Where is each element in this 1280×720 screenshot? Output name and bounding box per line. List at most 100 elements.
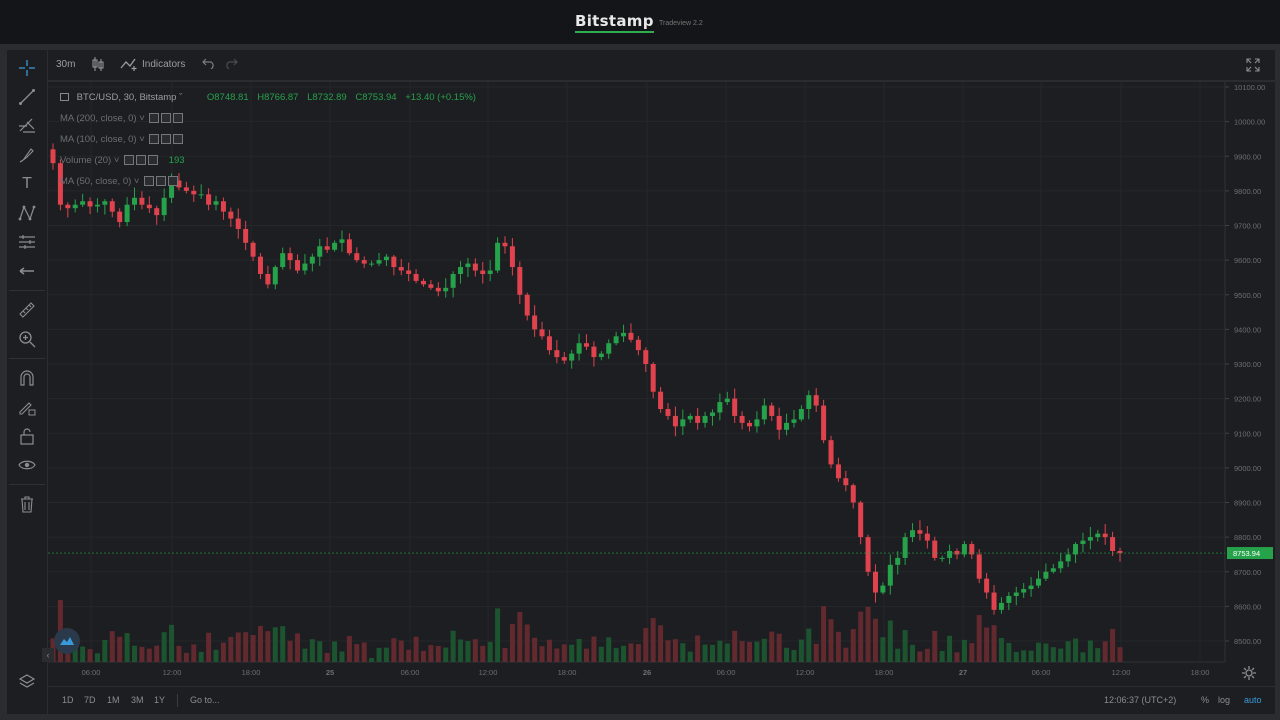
layers-icon[interactable] bbox=[17, 672, 37, 692]
settings-icon[interactable] bbox=[144, 176, 155, 187]
volume-bar bbox=[1006, 642, 1012, 662]
trendline-icon[interactable] bbox=[17, 87, 37, 107]
version-label: Tradeview 2.2 bbox=[659, 20, 703, 27]
candle-body bbox=[1095, 533, 1101, 538]
settings-icon[interactable] bbox=[149, 113, 160, 124]
pattern-icon[interactable] bbox=[17, 203, 37, 223]
hide-icon[interactable] bbox=[161, 113, 172, 124]
brush-icon[interactable] bbox=[17, 145, 37, 165]
zoom-in-icon[interactable] bbox=[17, 329, 37, 349]
chart-toggle-icon[interactable] bbox=[60, 93, 69, 102]
percent-toggle[interactable]: % bbox=[1201, 695, 1210, 705]
hide-icon[interactable] bbox=[156, 176, 167, 187]
range-1d[interactable]: 1D bbox=[62, 695, 74, 705]
candle-body bbox=[339, 239, 345, 243]
magnet-icon[interactable] bbox=[17, 368, 37, 388]
interval-button[interactable]: 30m bbox=[56, 59, 76, 70]
hide-icon[interactable] bbox=[161, 134, 172, 145]
candle-body bbox=[747, 422, 753, 427]
price-chart[interactable]: 10100.00 10000.00 9900.00 9800.00 9700.00 960… bbox=[48, 82, 1275, 686]
candle-body bbox=[391, 256, 397, 268]
redo-icon[interactable] bbox=[224, 57, 238, 72]
chart-area[interactable]: 10100.00 10000.00 9900.00 9800.00 9700.00 960… bbox=[42, 82, 1275, 686]
range-1m[interactable]: 1M bbox=[107, 695, 120, 705]
y-tick-label: 9600.00 bbox=[1234, 256, 1261, 265]
volume-bar bbox=[754, 641, 760, 662]
candle-body bbox=[87, 201, 93, 207]
auto-toggle[interactable]: auto bbox=[1244, 695, 1262, 705]
chart-settings-icon[interactable] bbox=[1242, 666, 1256, 685]
volume-bar bbox=[732, 630, 738, 662]
study-legend-ma200[interactable]: MA (200, close, 0) ˅ bbox=[60, 113, 184, 124]
candle-body bbox=[798, 409, 804, 420]
indicators-icon[interactable] bbox=[120, 57, 140, 74]
ruler-icon[interactable] bbox=[17, 300, 37, 320]
unlock-icon[interactable] bbox=[17, 426, 37, 446]
volume-bar bbox=[658, 625, 664, 662]
candle-body bbox=[821, 405, 827, 441]
hide-icon[interactable] bbox=[136, 155, 147, 166]
volume-bar bbox=[813, 643, 819, 662]
volume-bar bbox=[1065, 641, 1071, 662]
indicators-button[interactable]: Indicators bbox=[142, 59, 186, 70]
candle-body bbox=[1013, 592, 1019, 596]
volume-bar bbox=[954, 652, 960, 662]
volume-bar bbox=[487, 641, 493, 662]
x-tick-label: 06:00 bbox=[1032, 668, 1051, 677]
tradingview-logo-icon[interactable] bbox=[54, 628, 80, 654]
study-legend-ma100[interactable]: MA (100, close, 0) ˅ bbox=[60, 134, 184, 145]
last-price-label: 8753.94 bbox=[1233, 549, 1260, 558]
candle-body bbox=[932, 540, 938, 558]
candle-body bbox=[754, 419, 760, 427]
study-legend-volume[interactable]: Volume (20) ˅ 193 bbox=[60, 155, 185, 166]
close-icon[interactable] bbox=[173, 134, 184, 145]
trash-icon[interactable] bbox=[17, 494, 37, 514]
volume-bar bbox=[865, 606, 871, 662]
last-price-badge bbox=[1227, 547, 1273, 560]
scroll-left-button[interactable]: ‹ bbox=[42, 648, 54, 662]
settings-icon[interactable] bbox=[149, 134, 160, 145]
crosshair-icon[interactable] bbox=[17, 58, 37, 78]
range-3m[interactable]: 3M bbox=[131, 695, 144, 705]
candle-body bbox=[80, 201, 86, 205]
volume-bar bbox=[169, 624, 175, 662]
volume-bar bbox=[287, 640, 293, 662]
volume-bar bbox=[991, 625, 997, 662]
candle-body bbox=[509, 246, 515, 268]
volume-bar bbox=[509, 623, 515, 662]
volume-bar bbox=[406, 649, 412, 662]
close-icon[interactable] bbox=[148, 155, 159, 166]
eye-icon[interactable] bbox=[17, 455, 37, 475]
fib-tool-icon[interactable] bbox=[17, 116, 37, 136]
range-1y[interactable]: 1Y bbox=[154, 695, 166, 705]
candle-body bbox=[924, 533, 930, 541]
prediction-icon[interactable] bbox=[17, 232, 37, 252]
candle-body bbox=[672, 415, 678, 427]
fullscreen-icon[interactable] bbox=[1245, 57, 1261, 76]
candle-body bbox=[1102, 533, 1108, 538]
range-7d[interactable]: 7D bbox=[84, 695, 96, 705]
symbol-label[interactable]: BTC/USD, 30, Bitstamp bbox=[76, 92, 177, 103]
goto-button[interactable]: Go to... bbox=[190, 695, 220, 705]
text-tool-icon[interactable]: T bbox=[22, 175, 32, 192]
study-legend-ma50[interactable]: MA (50, close, 0) ˅ bbox=[60, 176, 179, 187]
close-icon[interactable] bbox=[173, 113, 184, 124]
candle-body bbox=[383, 256, 389, 261]
volume-bar bbox=[576, 638, 582, 662]
candle-style-icon[interactable] bbox=[91, 56, 105, 75]
undo-icon[interactable] bbox=[202, 57, 216, 72]
volume-bar bbox=[939, 651, 945, 662]
candle-body bbox=[117, 211, 123, 223]
candle-body bbox=[835, 464, 841, 479]
candle-body bbox=[502, 242, 508, 247]
volume-bar bbox=[265, 631, 271, 662]
y-tick-label: 10000.00 bbox=[1234, 118, 1265, 127]
lock-drawing-icon[interactable] bbox=[17, 397, 37, 417]
chevron-down-icon[interactable]: ˇ bbox=[179, 92, 183, 103]
candle-body bbox=[1043, 571, 1049, 579]
brand-logo[interactable]: Bitstamp bbox=[575, 12, 654, 33]
arrow-left-icon[interactable] bbox=[17, 261, 37, 281]
settings-icon[interactable] bbox=[124, 155, 135, 166]
close-icon[interactable] bbox=[168, 176, 179, 187]
log-toggle[interactable]: log bbox=[1218, 695, 1231, 705]
